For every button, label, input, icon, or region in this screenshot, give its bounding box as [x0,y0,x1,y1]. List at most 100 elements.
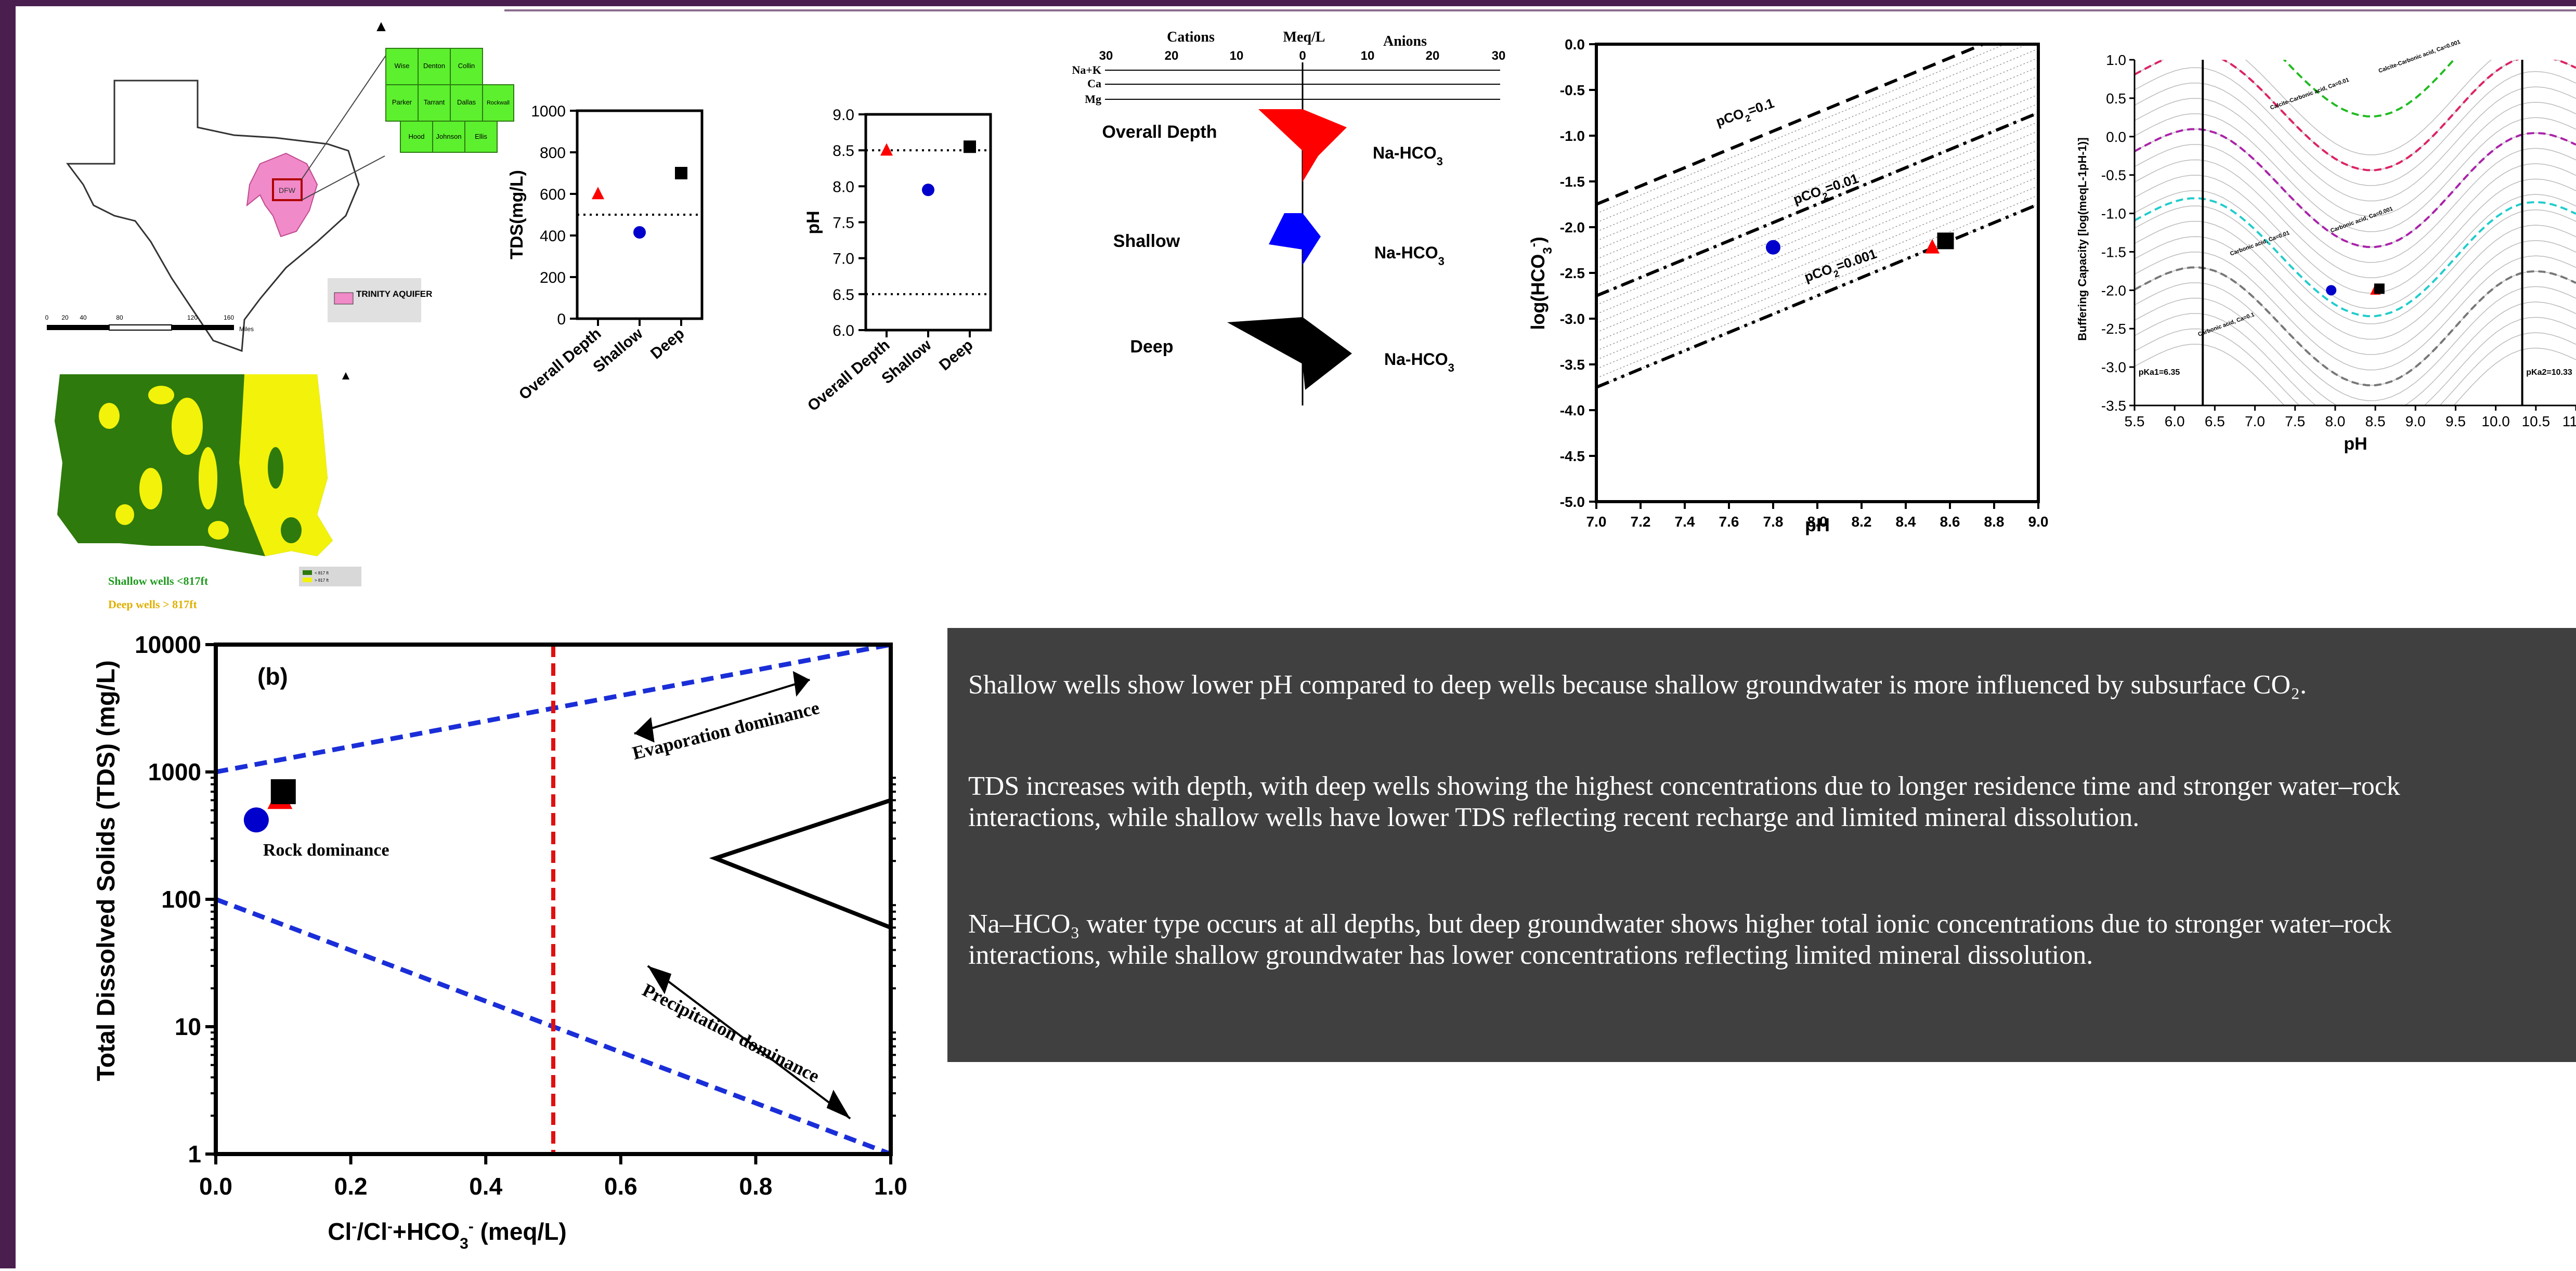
ph-panel: pH 6.0 6.5 7.0 7.5 8.0 8.5 9.0 Overall Depth Sha… [790,94,1061,431]
gibbs-xlabel: Cl-/Cl-+HCO3- (meq/L) [328,1218,566,1252]
ion-label: Mg [1085,93,1101,106]
y-tick-label: 9.0 [832,107,854,124]
x-tick-label: 10.0 [2481,413,2510,429]
buffer-curve [2245,60,2492,155]
y-tick-label: -1.0 [1560,128,1585,144]
data-point [964,140,976,153]
county-label: Tarrant [424,98,445,106]
x-tick-label: Deep [936,336,976,374]
north-arrow-icon: ▲ [373,18,389,35]
x-tick-label: 11.0 [2562,413,2576,429]
pka2-label: pKa2=10.33 [2526,368,2572,377]
y-tick-label: -3.5 [2101,398,2126,414]
x-tick-label: 7.0 [1586,514,1607,530]
y-tick-label: -2.0 [2101,282,2126,298]
buffer-curve [2135,205,2576,324]
y-tick-label: 8.0 [832,178,854,195]
ph-ylabel: pH [803,211,823,234]
svg-text:0: 0 [45,314,49,321]
ion-label: Na+K [1072,63,1101,76]
ion-label: Ca [1087,77,1101,90]
pco2-line [1596,203,2038,389]
stiff-row-label: Overall Depth [1102,122,1217,142]
buffer-curve [2135,282,2576,401]
y-tick-label: 1 [188,1141,201,1168]
annotation-arrow [647,965,851,1120]
x-tick-label: 0.6 [604,1173,638,1200]
data-point [592,187,604,200]
svg-text:30: 30 [1099,49,1113,63]
county-label: Dallas [457,98,476,106]
buffer-curve [2135,236,2576,355]
gibbs-boomerang [709,798,891,930]
legend-label: > 817 ft [315,578,329,583]
pco2-line-label: pCO2=0.1 [1714,95,1777,134]
deep-stiff-shape [1227,317,1352,390]
y-tick-label: -3.0 [2101,359,2126,375]
x-tick-label: 8.4 [1896,514,1916,530]
svg-text:10: 10 [1361,49,1375,63]
anions-label: Anions [1383,33,1427,49]
summary-notes: •Shallow wells show lower pH compared to… [947,628,2576,1062]
y-tick-label: 10000 [135,631,201,658]
x-tick-label: 8.0 [2325,413,2345,429]
county-label: Rockwall [487,100,510,106]
buffer-curve [2135,159,2576,278]
y-tick-label: 8.5 [832,142,854,160]
arrowhead [792,671,810,697]
note-ph: •Shallow wells show lower pH compared to… [968,670,2307,700]
svg-text:160: 160 [224,314,234,321]
buffer-curve [2135,98,2576,217]
y-tick-label: -2.0 [1560,219,1585,235]
svg-text:120: 120 [187,314,198,321]
tds-ylabel: TDS(mg/L) [507,170,527,259]
y-tick-label: -3.0 [1560,311,1585,327]
buffer-curve [2135,221,2576,340]
pco2-panel: log(HCO3-) pH pCO2=0.1 pCO2=0.01 pCO2=0.00… [1524,31,2054,551]
y-tick-label: 0.0 [1565,36,1585,53]
x-tick-label: 5.5 [2125,413,2145,429]
scale-ticks: 30 20 10 0 10 20 30 [1099,49,1506,63]
x-tick-label: 9.0 [2028,514,2049,530]
plot-area [1596,44,2038,389]
buffer-curve [2135,344,2576,405]
cations-label: Cations [1167,29,1215,45]
shallow-stiff-shape [1269,213,1321,265]
svg-text:20: 20 [61,314,69,321]
y-tick-label: 0 [557,311,566,328]
x-tick-label: 7.0 [2245,413,2265,429]
y-tick-label: -2.5 [2101,321,2126,337]
y-tick-label: -5.0 [1560,494,1585,510]
svg-text:0: 0 [1299,49,1306,63]
gibbs-ylabel: Total Dissolved Solids (TDS) (mg/L) [93,660,120,1081]
arrowhead [634,717,655,743]
y-tick-label: 800 [540,145,566,162]
isopleth-line [1596,75,2038,260]
deep-wells-label: Deep wells > 817ft [108,598,197,611]
x-tick-label: 0.8 [739,1173,772,1200]
x-tick-label: 7.5 [2285,413,2305,429]
scale-bar: 0 20 40 80 120 160 Miles [45,314,254,333]
texas-outline [66,80,360,352]
data-point [633,226,646,239]
x-tick-label: 8.6 [1940,514,1960,530]
overall-stiff-shape [1258,109,1347,182]
data-point [880,143,893,156]
note-water-type: •Na–HCO₃ water type occurs at all depths… [968,909,2392,970]
gibbs-diagram: Total Dissolved Solids (TDS) (mg/L) Cl-/… [88,624,920,1268]
y-tick-label: 1.0 [2106,52,2126,68]
buffer-curve-highlight [2135,128,2576,248]
buffer-curve-highlight [2283,60,2455,117]
y-tick-label: -4.5 [1560,448,1585,464]
buffer-curve-highlight [2135,266,2576,387]
curve-label: Calcite-Carbonic acid, Ca=0.01 [2269,77,2350,111]
y-tick-label: 7.5 [832,215,854,232]
county-label: Johnson [436,133,461,140]
buffer-capacity-panel: Buffering Capacity [log(meqL-1pH-1)] pH … [2059,36,2576,468]
x-tick-label: 7.4 [1675,514,1695,530]
svg-text:20: 20 [1165,49,1179,63]
note-tds: •TDS increases with depth, with deep wel… [968,771,2400,832]
svg-text:10: 10 [1230,49,1244,63]
buffer-curve [2135,144,2576,263]
depth-legend-box [299,567,361,586]
